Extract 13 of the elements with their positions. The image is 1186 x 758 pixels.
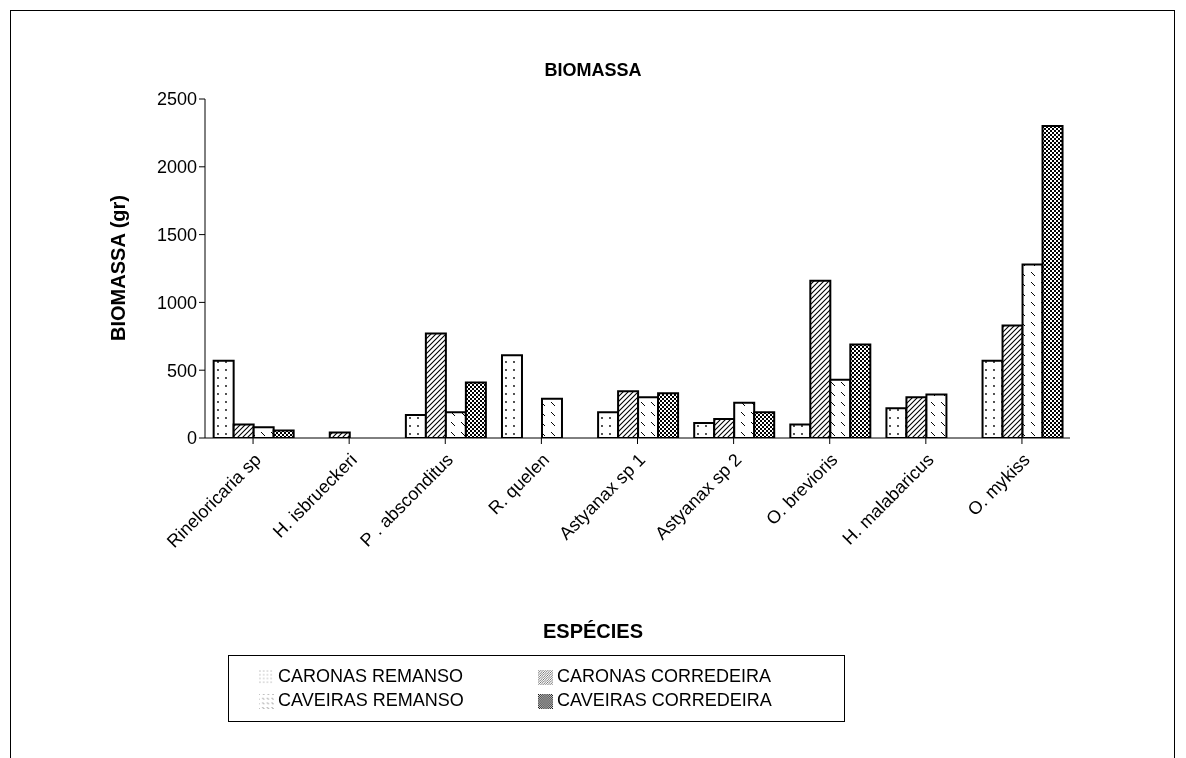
chart-title: BIOMASSA	[543, 60, 643, 81]
legend-label: CARONAS REMANSO	[278, 665, 465, 688]
legend-label: CAVEIRAS CORREDEIRA	[557, 689, 773, 712]
y-tick-label: 1000	[156, 292, 197, 313]
y-tick-label: 2000	[156, 157, 197, 178]
y-tick-label: 0	[186, 428, 197, 449]
legend-label: CAVEIRAS REMANSO	[278, 689, 465, 712]
y-tick-label: 1500	[156, 224, 197, 245]
legend-label: CARONAS CORREDEIRA	[557, 665, 773, 688]
y-tick-label: 2500	[156, 89, 197, 110]
x-axis-title: ESPÉCIES	[541, 620, 644, 643]
y-tick-label: 500	[166, 360, 197, 381]
y-axis-title: BIOMASSA (gr)	[106, 195, 130, 341]
